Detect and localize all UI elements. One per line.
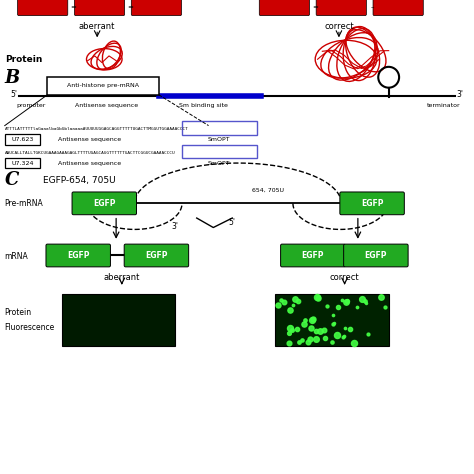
Text: C: C (5, 171, 19, 189)
Text: mRNA: mRNA (5, 253, 28, 261)
FancyBboxPatch shape (18, 0, 68, 16)
FancyBboxPatch shape (131, 0, 182, 16)
Text: 3': 3' (456, 91, 463, 99)
Text: U7.623: U7.623 (11, 137, 34, 142)
FancyBboxPatch shape (74, 0, 125, 16)
Text: Sm binding site: Sm binding site (179, 103, 228, 108)
Bar (62, 294, 175, 346)
Text: Protein: Protein (5, 309, 32, 317)
Bar (47, 77, 159, 95)
Text: EGFP: EGFP (93, 199, 116, 208)
FancyBboxPatch shape (316, 0, 366, 16)
FancyBboxPatch shape (340, 192, 404, 215)
FancyBboxPatch shape (281, 244, 345, 267)
Bar (5, 134, 40, 145)
Text: Antisense sequence: Antisense sequence (58, 137, 122, 142)
Text: EGFP: EGFP (145, 251, 168, 260)
Text: EGFP: EGFP (301, 251, 324, 260)
Text: ATTTLATTTTTlaGaaalbaGbGblaaaaaAUUUUUGGAGCAGGTTTTTUGACTTMGGUTGGAAAACCCT: ATTTLATTTTTlaGaaalbaGbGblaaaaaAUUUUUGGAG… (5, 127, 189, 131)
Text: EGFP: EGFP (67, 251, 90, 260)
Text: =: = (71, 4, 76, 10)
Text: –: – (370, 4, 374, 10)
Text: SmOPT: SmOPT (208, 137, 230, 142)
FancyBboxPatch shape (124, 244, 189, 267)
Text: U7.324: U7.324 (11, 161, 34, 165)
FancyBboxPatch shape (373, 0, 423, 16)
Bar (5, 158, 40, 168)
FancyBboxPatch shape (72, 192, 137, 215)
Text: EGFP: EGFP (365, 251, 387, 260)
FancyBboxPatch shape (344, 244, 408, 267)
Text: 5': 5' (11, 91, 18, 99)
Bar (275, 294, 389, 346)
Text: 5': 5' (229, 219, 236, 227)
Text: correct: correct (324, 22, 354, 30)
Text: SmOPT: SmOPT (208, 161, 230, 165)
Text: AAUCALLTALLTGKCUGAAAGAAAGAGLTTTTUGAGCAGGTTTTTTGACTTCGGUCGAAAACCCU: AAUCALLTALLTGKCUGAAAGAAAGAGLTTTTUGAGCAGG… (5, 151, 175, 155)
FancyBboxPatch shape (259, 0, 310, 16)
Text: Protein: Protein (5, 55, 42, 64)
Text: =: = (312, 4, 318, 10)
Text: aberrant: aberrant (79, 22, 115, 30)
Text: EGFP-654, 705U: EGFP-654, 705U (43, 176, 115, 184)
Text: EGFP: EGFP (361, 199, 383, 208)
Text: Pre-mRNA: Pre-mRNA (5, 200, 44, 208)
Text: Antisense sequence: Antisense sequence (75, 103, 138, 108)
Text: aberrant: aberrant (104, 273, 140, 282)
Text: 3': 3' (172, 222, 179, 231)
Text: Anti-histone pre-mRNA: Anti-histone pre-mRNA (67, 83, 139, 88)
Text: promoter: promoter (16, 103, 46, 108)
Text: B: B (5, 69, 20, 87)
Text: Antisense sequence: Antisense sequence (58, 161, 122, 165)
Text: terminator: terminator (427, 103, 460, 108)
Text: Fluorescence: Fluorescence (5, 323, 55, 331)
FancyBboxPatch shape (46, 244, 110, 267)
Text: correct: correct (330, 273, 359, 282)
Text: =: = (128, 4, 133, 10)
Text: 654, 705U: 654, 705U (252, 188, 284, 193)
